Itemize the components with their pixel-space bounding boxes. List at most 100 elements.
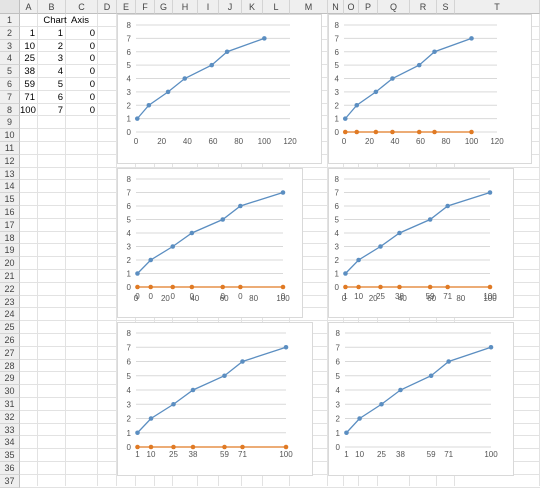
series-2-point [135, 444, 140, 450]
data-cell[interactable]: 38 [24, 66, 35, 78]
data-cell[interactable]: 4 [57, 66, 63, 78]
row-header[interactable]: 14 [0, 180, 20, 194]
column-header[interactable]: L [263, 0, 290, 14]
chart-4[interactable]: 0 1 2 3 4 5 6 7 8 0 20 40 60 80 100 1 10 25 38 59 71 100 [328, 168, 514, 318]
row-header[interactable]: 25 [0, 321, 20, 334]
row-header[interactable]: 27 [0, 346, 20, 360]
row-header[interactable]: 24 [0, 308, 20, 322]
column-header[interactable]: H [173, 0, 198, 14]
header-cell-axis[interactable]: Axis [71, 15, 89, 26]
column-header[interactable]: J [219, 0, 242, 14]
point-label: 25 [376, 292, 385, 301]
series-1-point [343, 271, 348, 276]
y-tick-label: 7 [336, 343, 341, 352]
data-cell[interactable]: 59 [24, 79, 35, 90]
column-header[interactable]: P [359, 0, 378, 14]
data-cell[interactable]: 0 [89, 27, 95, 39]
row-header[interactable]: 35 [0, 449, 20, 462]
column-header[interactable]: F [136, 0, 155, 14]
row-header[interactable]: 26 [0, 334, 20, 347]
data-cell[interactable]: 2 [57, 40, 63, 52]
data-cell[interactable]: 25 [24, 53, 35, 65]
row-header[interactable]: 29 [0, 372, 20, 386]
row-header[interactable]: 13 [0, 167, 20, 181]
column-header[interactable]: K [242, 0, 263, 14]
column-header[interactable]: R [410, 0, 437, 14]
row-header[interactable]: 21 [0, 270, 20, 283]
column-header[interactable]: A [20, 0, 38, 14]
data-cell[interactable]: 0 [89, 104, 95, 116]
chart-6[interactable]: 0 1 2 3 4 5 6 7 8 1 10 25 38 59 71 100 [328, 322, 514, 476]
data-cell[interactable]: 10 [24, 40, 35, 52]
x-tick-label: 60 [416, 137, 425, 146]
chart-5[interactable]: 0 1 2 3 4 5 6 7 8 1 10 25 38 59 71 100 [117, 322, 313, 476]
column-header[interactable]: M [290, 0, 328, 14]
point-label: 100 [279, 450, 293, 459]
column-header[interactable]: S [437, 0, 455, 14]
row-header[interactable]: 22 [0, 282, 20, 296]
row-header[interactable]: 19 [0, 244, 20, 258]
row-header[interactable]: 36 [0, 462, 20, 475]
y-tick-label: 2 [127, 256, 132, 265]
data-cell[interactable]: 100 [20, 104, 36, 116]
row-header[interactable]: 18 [0, 231, 20, 245]
row-header[interactable]: 2 [0, 26, 20, 40]
row-header[interactable]: 17 [0, 218, 20, 232]
row-header[interactable]: 12 [0, 154, 20, 168]
data-cell[interactable]: 1 [57, 27, 63, 39]
chart-1[interactable]: 0 1 2 3 4 5 6 7 8 0 20 40 60 80 100 120 [117, 14, 322, 164]
row-header[interactable]: 20 [0, 257, 20, 270]
header-cell-chart[interactable]: Chart [43, 15, 67, 26]
column-header[interactable]: Q [378, 0, 410, 14]
row-header[interactable]: 15 [0, 193, 20, 206]
column-header[interactable]: D [98, 0, 117, 14]
row-header[interactable]: 10 [0, 129, 20, 142]
data-cell[interactable]: 0 [89, 53, 95, 65]
data-cell[interactable]: 0 [89, 66, 95, 78]
column-header[interactable]: G [155, 0, 173, 14]
data-cell[interactable]: 0 [89, 91, 95, 103]
row-header[interactable]: 9 [0, 116, 20, 130]
row-header[interactable]: 28 [0, 359, 20, 373]
row-header[interactable]: 23 [0, 295, 20, 309]
row-header[interactable]: 3 [0, 39, 20, 53]
data-cell[interactable]: 71 [24, 91, 35, 103]
row-header[interactable]: 31 [0, 398, 20, 411]
column-header[interactable]: I [198, 0, 219, 14]
row-header[interactable]: 33 [0, 423, 20, 437]
chart-3[interactable]: 0 1 2 3 4 5 6 7 8 0 20 40 60 80 100 0 0 0 0 0 0 0 [117, 168, 303, 318]
column-header[interactable]: T [455, 0, 540, 14]
row-header[interactable]: 11 [0, 142, 20, 155]
y-tick-label: 3 [127, 243, 132, 252]
row-header[interactable]: 34 [0, 436, 20, 450]
row-header[interactable]: 8 [0, 103, 20, 117]
chart-2[interactable]: 0 1 2 3 4 5 6 7 8 0 20 40 60 80 100 120 [328, 14, 532, 164]
select-all-corner[interactable] [0, 0, 20, 14]
column-header[interactable]: E [117, 0, 136, 14]
series-1-point [356, 257, 361, 263]
data-cell[interactable]: 5 [57, 79, 63, 90]
y-tick-label: 4 [335, 229, 340, 238]
column-header[interactable]: B [38, 0, 66, 14]
row-header[interactable]: 4 [0, 52, 20, 66]
row-header[interactable]: 32 [0, 410, 20, 424]
row-header[interactable]: 7 [0, 90, 20, 104]
row-header[interactable]: 5 [0, 65, 20, 78]
data-cell[interactable]: 0 [89, 40, 95, 52]
data-cell[interactable]: 0 [89, 79, 95, 90]
data-cell[interactable]: 6 [57, 91, 63, 103]
column-header[interactable]: N [328, 0, 344, 14]
row-header[interactable]: 1 [0, 14, 20, 27]
data-cell[interactable]: 1 [29, 27, 35, 39]
data-cell[interactable]: 7 [57, 104, 63, 116]
row-header[interactable]: 16 [0, 206, 20, 219]
row-header[interactable]: 6 [0, 78, 20, 91]
row-header[interactable]: 30 [0, 385, 20, 398]
data-cell[interactable]: 3 [57, 53, 63, 65]
y-tick-label: 8 [127, 21, 132, 30]
series-2-point [469, 129, 474, 135]
column-header[interactable]: C [66, 0, 98, 14]
column-header[interactable]: O [344, 0, 359, 14]
series-1-point [283, 344, 289, 350]
